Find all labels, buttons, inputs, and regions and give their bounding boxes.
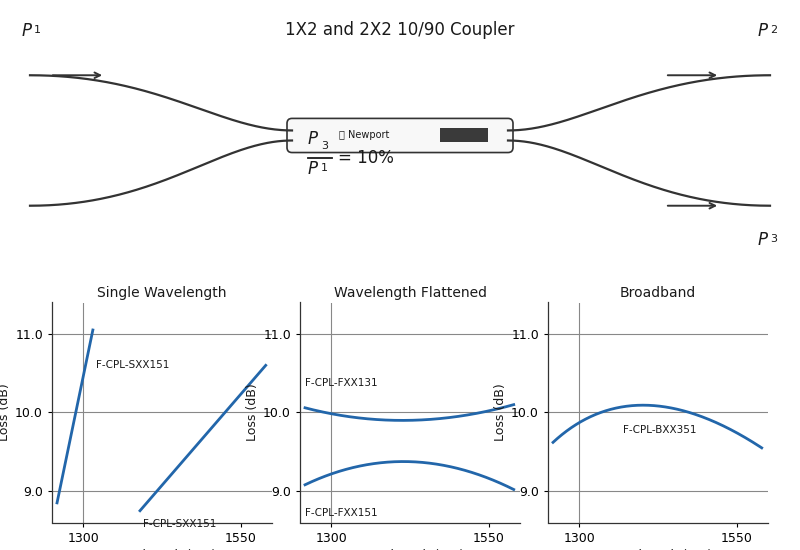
Title: Single Wavelength: Single Wavelength bbox=[98, 286, 226, 300]
FancyBboxPatch shape bbox=[287, 118, 513, 152]
X-axis label: Wavelength (nm): Wavelength (nm) bbox=[108, 549, 216, 550]
Bar bbox=[440, 129, 488, 142]
X-axis label: Wavelength (nm): Wavelength (nm) bbox=[356, 549, 464, 550]
Text: Ⓝ Newport: Ⓝ Newport bbox=[339, 130, 389, 140]
Text: P: P bbox=[758, 231, 768, 249]
Y-axis label: Loss (dB): Loss (dB) bbox=[246, 384, 259, 441]
Text: 1X2 and 2X2 10/90 Coupler: 1X2 and 2X2 10/90 Coupler bbox=[286, 21, 514, 39]
Text: P: P bbox=[308, 160, 318, 178]
Text: F-CPL-SXX151: F-CPL-SXX151 bbox=[96, 360, 170, 370]
Text: F-CPL-SXX151: F-CPL-SXX151 bbox=[143, 519, 217, 529]
Text: P: P bbox=[22, 22, 32, 40]
Text: P: P bbox=[758, 22, 768, 40]
Title: Broadband: Broadband bbox=[620, 286, 696, 300]
Y-axis label: Loss (dB): Loss (dB) bbox=[494, 384, 507, 441]
Text: 3: 3 bbox=[321, 141, 328, 151]
Text: F-CPL-FXX151: F-CPL-FXX151 bbox=[305, 508, 378, 518]
Text: F-CPL-BXX351: F-CPL-BXX351 bbox=[623, 425, 697, 435]
Text: F-CPL-FXX131: F-CPL-FXX131 bbox=[305, 378, 378, 388]
Title: Wavelength Flattened: Wavelength Flattened bbox=[334, 286, 486, 300]
Text: P: P bbox=[308, 129, 318, 147]
X-axis label: Wavelength (nm): Wavelength (nm) bbox=[604, 549, 712, 550]
Text: 1: 1 bbox=[321, 163, 328, 173]
Text: = 10%: = 10% bbox=[338, 148, 394, 167]
Text: 1: 1 bbox=[34, 25, 41, 35]
Text: 3: 3 bbox=[770, 234, 777, 244]
Y-axis label: Loss (dB): Loss (dB) bbox=[0, 384, 11, 441]
Text: 2: 2 bbox=[770, 25, 777, 35]
